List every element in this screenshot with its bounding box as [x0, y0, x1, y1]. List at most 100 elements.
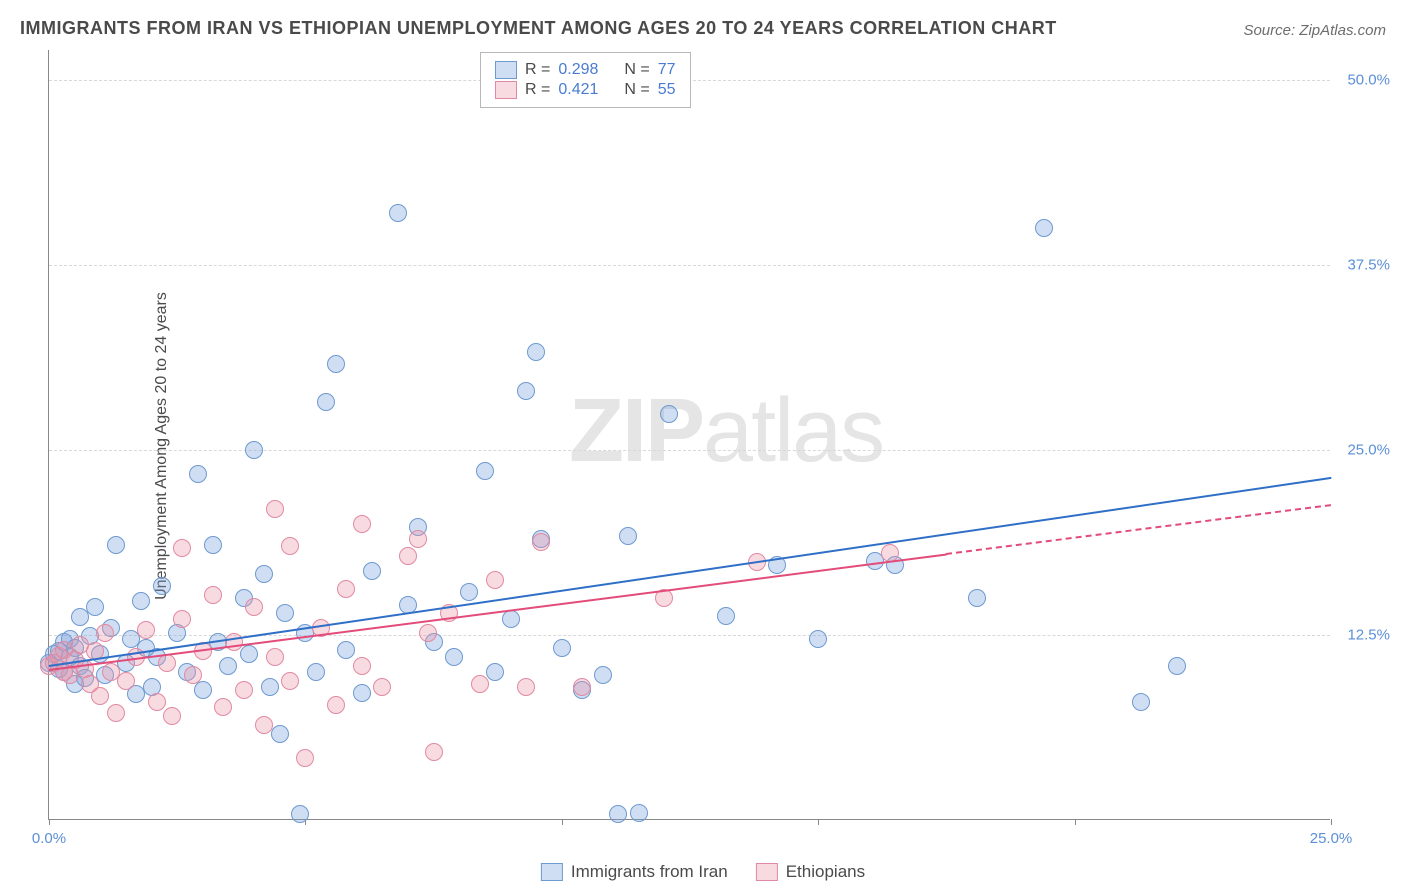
legend-swatch — [756, 863, 778, 881]
y-tick-label: 50.0% — [1347, 71, 1390, 88]
scatter-point-ethiopians — [281, 537, 299, 555]
scatter-point-iran — [363, 562, 381, 580]
scatter-point-ethiopians — [409, 530, 427, 548]
scatter-point-iran — [276, 604, 294, 622]
scatter-point-iran — [460, 583, 478, 601]
watermark-zip: ZIP — [569, 381, 703, 481]
x-tick-mark — [1075, 819, 1076, 825]
legend-n-value: 77 — [658, 61, 676, 79]
scatter-point-iran — [630, 804, 648, 822]
scatter-point-iran — [717, 607, 735, 625]
scatter-point-iran — [1035, 219, 1053, 237]
scatter-point-ethiopians — [337, 580, 355, 598]
x-tick-mark — [49, 819, 50, 825]
scatter-point-ethiopians — [137, 621, 155, 639]
scatter-point-ethiopians — [266, 648, 284, 666]
legend-n-value: 55 — [658, 81, 676, 99]
legend-swatch — [495, 61, 517, 79]
scatter-point-iran — [291, 805, 309, 823]
scatter-point-ethiopians — [327, 696, 345, 714]
source-attribution: Source: ZipAtlas.com — [1243, 22, 1386, 39]
series-legend: Immigrants from Iran Ethiopians — [541, 862, 865, 882]
legend-r-value: 0.298 — [558, 61, 598, 79]
x-tick-mark — [562, 819, 563, 825]
scatter-point-iran — [271, 725, 289, 743]
scatter-point-iran — [353, 684, 371, 702]
legend-row: R = 0.298 N = 77 — [495, 61, 676, 79]
scatter-point-iran — [389, 204, 407, 222]
scatter-point-iran — [660, 405, 678, 423]
scatter-point-iran — [327, 355, 345, 373]
legend-r-label: R = — [525, 61, 550, 79]
legend-r-label: R = — [525, 81, 550, 99]
scatter-point-iran — [517, 382, 535, 400]
scatter-point-iran — [337, 641, 355, 659]
axis-legend-item: Ethiopians — [756, 862, 865, 882]
scatter-point-ethiopians — [281, 672, 299, 690]
scatter-point-ethiopians — [471, 675, 489, 693]
scatter-point-iran — [527, 343, 545, 361]
watermark-atlas: atlas — [703, 381, 883, 481]
scatter-point-ethiopians — [255, 716, 273, 734]
scatter-point-iran — [609, 805, 627, 823]
scatter-point-iran — [968, 589, 986, 607]
scatter-point-iran — [619, 527, 637, 545]
scatter-point-ethiopians — [425, 743, 443, 761]
legend-swatch — [495, 81, 517, 99]
axis-legend-label: Immigrants from Iran — [571, 862, 728, 882]
scatter-point-iran — [153, 577, 171, 595]
scatter-point-ethiopians — [399, 547, 417, 565]
legend-n-label: N = — [624, 61, 649, 79]
scatter-point-ethiopians — [235, 681, 253, 699]
scatter-point-ethiopians — [117, 672, 135, 690]
legend-n-label: N = — [624, 81, 649, 99]
scatter-point-iran — [189, 465, 207, 483]
scatter-point-iran — [194, 681, 212, 699]
scatter-point-iran — [245, 441, 263, 459]
trend-line — [946, 505, 1331, 556]
scatter-point-ethiopians — [204, 586, 222, 604]
scatter-point-iran — [307, 663, 325, 681]
legend-swatch — [541, 863, 563, 881]
scatter-point-iran — [86, 598, 104, 616]
scatter-point-ethiopians — [573, 678, 591, 696]
trend-line — [49, 476, 1331, 666]
scatter-point-ethiopians — [173, 610, 191, 628]
legend-row: R = 0.421 N = 55 — [495, 81, 676, 99]
scatter-point-ethiopians — [214, 698, 232, 716]
chart-title: IMMIGRANTS FROM IRAN VS ETHIOPIAN UNEMPL… — [20, 18, 1057, 39]
scatter-point-ethiopians — [419, 624, 437, 642]
scatter-point-iran — [476, 462, 494, 480]
scatter-point-ethiopians — [96, 624, 114, 642]
scatter-point-iran — [594, 666, 612, 684]
scatter-point-ethiopians — [173, 539, 191, 557]
y-tick-label: 37.5% — [1347, 256, 1390, 273]
scatter-point-ethiopians — [296, 749, 314, 767]
scatter-point-iran — [261, 678, 279, 696]
x-tick-mark — [1331, 819, 1332, 825]
scatter-point-ethiopians — [517, 678, 535, 696]
gridline-horizontal — [49, 450, 1330, 451]
scatter-point-ethiopians — [184, 666, 202, 684]
scatter-point-iran — [240, 645, 258, 663]
scatter-point-iran — [107, 536, 125, 554]
scatter-point-iran — [445, 648, 463, 666]
scatter-point-ethiopians — [353, 657, 371, 675]
scatter-point-ethiopians — [245, 598, 263, 616]
scatter-point-ethiopians — [486, 571, 504, 589]
scatter-point-iran — [1132, 693, 1150, 711]
x-tick-mark — [818, 819, 819, 825]
scatter-point-ethiopians — [532, 533, 550, 551]
axis-legend-label: Ethiopians — [786, 862, 865, 882]
scatter-point-ethiopians — [158, 654, 176, 672]
scatter-point-iran — [553, 639, 571, 657]
scatter-point-ethiopians — [107, 704, 125, 722]
scatter-point-iran — [219, 657, 237, 675]
legend-r-value: 0.421 — [558, 81, 598, 99]
axis-legend-item: Immigrants from Iran — [541, 862, 728, 882]
scatter-point-ethiopians — [163, 707, 181, 725]
scatter-point-iran — [486, 663, 504, 681]
scatter-point-iran — [71, 608, 89, 626]
scatter-plot-area: ZIPatlas 12.5%25.0%37.5%50.0%0.0%25.0% — [48, 50, 1330, 820]
scatter-point-ethiopians — [91, 687, 109, 705]
